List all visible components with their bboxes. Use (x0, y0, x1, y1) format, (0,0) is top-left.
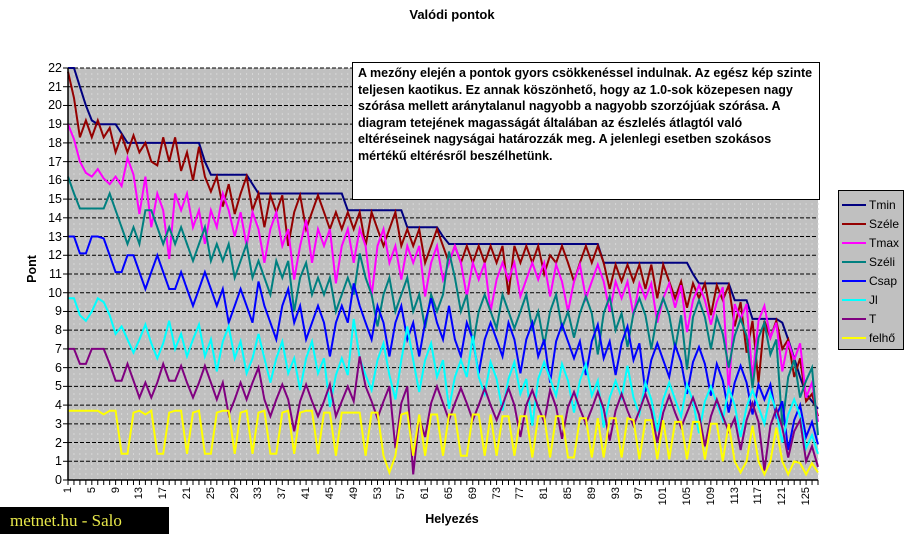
legend-swatch (842, 279, 866, 282)
legend-swatch (842, 336, 866, 339)
x-tick-label: 45 (323, 487, 336, 500)
legend-item-felhő: felhő (839, 328, 903, 347)
legend-item-Tmin: Tmin (839, 195, 903, 214)
legend-swatch (842, 260, 866, 263)
x-tick-label: 25 (204, 487, 217, 500)
legend-item-Csap: Csap (839, 271, 903, 290)
x-tick-label: 85 (562, 487, 574, 500)
x-tick-label: 105 (681, 487, 694, 506)
y-tick-label: 12 (48, 248, 62, 263)
y-tick-label: 3 (55, 416, 62, 431)
y-tick-label: 21 (48, 79, 62, 94)
x-tick-label: 73 (490, 487, 503, 500)
y-tick-label: 4 (55, 398, 62, 413)
x-tick-label: 109 (704, 487, 717, 506)
x-tick-label: 21 (181, 487, 194, 500)
x-tick-label: 49 (347, 487, 360, 500)
watermark-text: metnet.hu - Salo (10, 511, 122, 530)
series-line-Széli (67, 176, 819, 436)
legend-label: Tmax (869, 235, 899, 250)
x-tick-label: 125 (800, 487, 813, 506)
legend-swatch (842, 222, 866, 225)
legend-label: Jl (869, 292, 878, 307)
legend-label: Széle (869, 216, 900, 231)
y-tick-label: 10 (48, 285, 62, 300)
x-tick-label: 9 (109, 487, 122, 494)
x-tick-label: 53 (371, 487, 384, 500)
x-tick-label: 69 (466, 487, 479, 500)
y-tick-label: 15 (48, 192, 62, 207)
y-tick-label: 5 (55, 379, 62, 394)
y-tick-label: 1 (55, 454, 62, 469)
series-line-felhő (68, 409, 819, 477)
legend-item-T: T (839, 309, 903, 328)
y-tick-label: 13 (48, 229, 62, 244)
legend-label: Csap (869, 273, 898, 288)
series-line-Jl (68, 296, 819, 455)
x-tick-label: 1 (62, 487, 74, 494)
legend-label: Széli (869, 254, 896, 269)
y-tick-label: 6 (55, 360, 62, 375)
x-tick-label: 17 (157, 487, 170, 500)
y-tick-label: 0 (55, 473, 62, 487)
y-tick-label: 18 (48, 135, 62, 150)
x-tick-label: 93 (609, 487, 622, 500)
x-tick-label: 117 (752, 487, 765, 505)
x-axis-title: Helyezés (425, 512, 479, 526)
x-tick-label: 81 (538, 487, 551, 500)
y-tick-label: 7 (55, 341, 62, 356)
x-tick-label: 77 (514, 487, 527, 500)
x-tick-label: 5 (85, 487, 98, 494)
y-tick-label: 16 (48, 173, 62, 188)
legend-swatch (842, 241, 866, 244)
x-tick-label: 65 (442, 487, 455, 500)
legend-swatch (842, 317, 866, 320)
watermark-bar: metnet.hu - Salo (0, 507, 169, 534)
legend-item-Széli: Széli (839, 252, 903, 271)
annotation-textbox: A mezőny elején a pontok gyors csökkenés… (352, 62, 820, 200)
x-tick-label: 61 (419, 487, 432, 500)
y-tick-label: 2 (55, 435, 62, 450)
x-tick-label: 113 (728, 487, 741, 505)
series-line-Tmin (68, 67, 819, 410)
y-tick-label: 22 (48, 61, 62, 75)
x-tick-label: 13 (133, 487, 146, 500)
x-tick-label: 89 (585, 487, 598, 500)
y-tick-label: 9 (55, 304, 62, 319)
legend-swatch (842, 203, 866, 206)
x-tick-label: 57 (395, 487, 408, 500)
y-tick-label: 20 (48, 98, 62, 113)
y-tick-label: 11 (49, 267, 62, 281)
legend-item-Széle: Széle (839, 214, 903, 233)
legend-item-Tmax: Tmax (839, 233, 903, 252)
legend-label: Tmin (869, 197, 896, 212)
series-line-Csap (68, 235, 819, 451)
legend-label: felhő (869, 330, 896, 345)
chart-title: Valódi pontok (409, 7, 495, 22)
legend-item-Jl: Jl (839, 290, 903, 309)
x-tick-label: 121 (776, 487, 789, 506)
y-tick-label: 14 (48, 210, 62, 225)
series-line-Tmax (67, 123, 819, 423)
legend-swatch (842, 298, 866, 301)
x-tick-label: 41 (300, 487, 313, 500)
x-tick-label: 29 (228, 487, 241, 500)
x-tick-label: 97 (633, 487, 646, 500)
y-tick-label: 19 (48, 117, 62, 132)
y-tick-label: 8 (55, 323, 62, 338)
series-line-T (68, 347, 819, 475)
legend-label: T (869, 311, 877, 326)
series-line-Széle (67, 71, 819, 417)
y-tick-label: 17 (48, 154, 62, 169)
x-tick-label: 101 (657, 487, 670, 506)
x-tick-label: 33 (252, 487, 265, 500)
x-tick-label: 37 (276, 487, 289, 500)
